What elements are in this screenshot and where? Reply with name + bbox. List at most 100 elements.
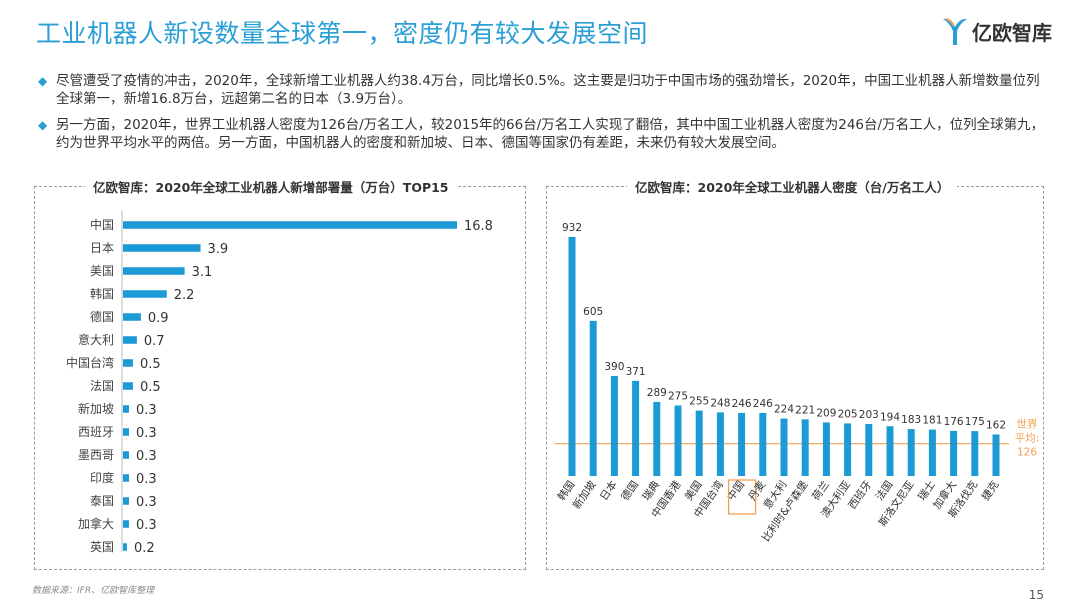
value-label: 3.9: [208, 242, 229, 257]
bar: [928, 429, 936, 476]
value-label: 162: [986, 419, 1006, 431]
value-label: 390: [604, 361, 624, 373]
bar: [886, 426, 894, 476]
bar: [950, 430, 958, 476]
value-label: 194: [880, 411, 900, 423]
value-label: 0.3: [136, 426, 157, 441]
value-label: 221: [795, 404, 815, 416]
bar: [589, 320, 597, 476]
value-label: 3.1: [192, 265, 213, 280]
value-label: 2.2: [174, 288, 195, 303]
bar: [971, 431, 979, 476]
category-label: 墨西哥: [78, 448, 114, 462]
value-label: 16.8: [464, 219, 493, 234]
bar: [123, 497, 129, 505]
category-label: 泰国: [90, 494, 114, 508]
value-label: 0.9: [148, 311, 169, 326]
value-label: 0.2: [134, 541, 155, 556]
bar: [123, 267, 185, 275]
value-label: 224: [774, 404, 794, 416]
value-label: 0.7: [144, 334, 165, 349]
bar: [123, 451, 129, 459]
bar: [716, 412, 724, 476]
category-label: 英国: [90, 540, 114, 554]
bar: [865, 423, 873, 476]
value-label: 175: [965, 416, 985, 428]
bar: [822, 422, 830, 476]
bar: [992, 434, 1000, 476]
value-label: 248: [710, 397, 730, 409]
bar: [123, 474, 129, 482]
value-label: 0.3: [136, 403, 157, 418]
bar: [123, 428, 129, 436]
value-label: 176: [944, 416, 964, 428]
value-label: 289: [647, 387, 667, 399]
bar: [674, 405, 682, 476]
value-label: 255: [689, 396, 709, 408]
bar: [123, 336, 137, 344]
left-bar-chart: 中国 16.8 日本 3.9 美国 3.1 韩国 2.2 德国 0.9 意大利 0.7 中国台湾 0.5 法…: [66, 210, 493, 556]
source-note: 数据来源：IFR、亿欧智库整理: [32, 586, 155, 596]
diamond-icon: ◆: [38, 74, 48, 88]
bar: [123, 520, 129, 528]
bullet-item: ◆ 尽管遭受了疫情的冲击，2020年，全球新增工业机器人约38.4万台，同比增长…: [38, 72, 1048, 108]
category-label: 加拿大: [78, 516, 114, 531]
value-label: 605: [583, 306, 603, 318]
left-chart-panel: 亿欧智库：2020年全球工业机器人新增部署量（万台）TOP15 中国 16.8 日本…: [34, 177, 526, 570]
value-label: 209: [816, 407, 836, 419]
bar: [123, 543, 127, 551]
value-label: 203: [859, 409, 879, 421]
bar: [123, 382, 133, 390]
bullet-text: 尽管遭受了疫情的冲击，2020年，全球新增工业机器人约38.4万台，同比增长0.…: [56, 73, 1040, 107]
page-title: 工业机器人新设数量全球第一，密度仍有较大发展空间: [36, 19, 649, 48]
category-label: 中国: [724, 478, 747, 503]
value-label: 0.3: [136, 495, 157, 510]
bullet-item: ◆ 另一方面，2020年，世界工业机器人密度为126台/万名工人，较2015年的…: [38, 116, 1048, 152]
category-label: 德国: [618, 478, 641, 503]
category-label: 新加坡: [78, 401, 114, 416]
bar: [123, 359, 133, 367]
value-label: 932: [562, 222, 582, 234]
value-label: 0.3: [136, 472, 157, 487]
bullet-text: 另一方面，2020年，世界工业机器人密度为126台/万名工人，较2015年的66…: [56, 117, 1045, 151]
value-label: 0.5: [140, 357, 161, 372]
bar: [780, 418, 788, 476]
category-label: 新加坡: [570, 478, 599, 512]
category-label: 日本: [90, 241, 114, 255]
right-chart-panel: 亿欧智库：2020年全球工业机器人密度（台/万名工人） 世界 平均: 126 932 韩…: [546, 177, 1044, 570]
value-label: 371: [626, 366, 646, 378]
category-label: 中国台湾: [66, 355, 114, 370]
value-label: 0.5: [140, 380, 161, 395]
category-label: 法国: [90, 379, 114, 393]
category-label: 德国: [90, 309, 114, 324]
bar: [907, 429, 915, 476]
bar: [632, 380, 640, 476]
category-label: 韩国: [90, 286, 114, 301]
category-label: 日本: [597, 478, 620, 503]
brand-logo: 亿欧智库: [940, 14, 1052, 48]
value-label: 181: [922, 415, 942, 427]
bullet-list: ◆ 尽管遭受了疫情的冲击，2020年，全球新增工业机器人约38.4万台，同比增长…: [38, 72, 1048, 160]
average-value-label: 126: [1017, 447, 1037, 459]
average-label: 平均:: [1015, 433, 1040, 445]
bar: [123, 244, 201, 252]
right-bar-chart: 世界平均:126932韩国605新加坡390日本371德国289瑞典275中国香…: [555, 222, 1040, 544]
value-label: 0.3: [136, 518, 157, 533]
bar: [738, 412, 746, 476]
diamond-icon: ◆: [38, 118, 48, 132]
bar: [123, 290, 167, 298]
bar: [123, 221, 457, 229]
category-label: 印度: [90, 470, 114, 485]
value-label: 246: [753, 398, 773, 410]
average-label: 世界: [1017, 419, 1039, 431]
value-label: 246: [732, 398, 752, 410]
bar: [695, 410, 703, 476]
category-label: 中国: [90, 217, 114, 232]
bar: [653, 401, 661, 476]
category-label: 美国: [90, 264, 114, 278]
page-number: 15: [1028, 588, 1044, 602]
bar: [610, 375, 618, 476]
left-chart-title: 亿欧智库：2020年全球工业机器人新增部署量（万台）TOP15: [85, 177, 457, 196]
logo-icon: [943, 18, 967, 45]
category-label: 西班牙: [78, 425, 114, 439]
